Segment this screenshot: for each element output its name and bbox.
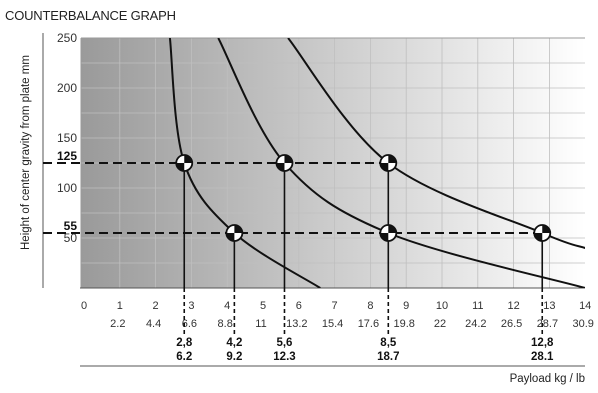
callout-kg-label: 4,2 [226,337,242,349]
cog-marker [379,224,398,242]
x-tick-label-kg: 6 [296,300,302,312]
cog-marker [379,154,398,172]
x-tick-label-lb: 6.6 [182,318,197,330]
callout-kg-label: 12,8 [531,337,554,349]
x-tick-label-lb: 17.6 [358,318,379,330]
x-tick-label-kg: 8 [367,300,373,312]
x-tick-label-lb: 15.4 [322,318,343,330]
cog-marker [533,224,552,242]
series-curve-1 [168,38,321,288]
x-tick-label-kg: 12 [507,300,519,312]
x-tick-label-kg: 4 [224,300,230,312]
x-tick-label-kg: 11 [472,300,483,312]
cog-marker-quadrant [388,225,397,233]
x-tick-label-lb: 19.8 [393,318,414,330]
callout-kg-label: 5,6 [276,337,292,349]
x-tick-label-lb: 2.2 [110,318,125,330]
x-axis-label: Payload kg / lb [509,373,585,385]
x-tick-label-kg: 0 [81,300,87,312]
cog-marker-quadrant [380,233,389,241]
cog-marker-quadrant [380,163,389,171]
cog-marker-quadrant [276,163,285,171]
y-tick-label: 100 [57,181,77,195]
x-tick-label-kg: 10 [436,300,448,312]
callout-kg-label: 8,5 [380,337,397,349]
x-tick-label-kg: 14 [579,300,591,312]
cog-marker [175,154,194,172]
cog-marker-quadrant [284,155,293,163]
y-highlight-label: 55 [64,219,78,233]
y-tick-label: 200 [57,81,77,95]
y-tick-label: 250 [57,31,77,45]
cog-marker-quadrant [234,225,243,233]
x-tick-label-lb: 11 [255,318,266,330]
callout-lb-label: 12.3 [273,351,295,363]
callout-lb-label: 28.1 [531,351,554,363]
x-tick-label-lb: 22 [434,318,446,330]
cog-marker-quadrant [184,155,193,163]
series-curve-2 [217,38,585,288]
x-tick-label-kg: 9 [403,300,409,312]
callout-kg-label: 2,8 [176,337,193,349]
x-tick-label-lb: 24.2 [465,318,486,330]
cog-marker-quadrant [388,155,397,163]
cog-marker-quadrant [534,233,543,241]
x-tick-label-kg: 5 [260,300,266,312]
x-tick-label-kg: 2 [153,300,159,312]
cog-marker-quadrant [542,225,551,233]
x-tick-label-lb: 13.2 [286,318,307,330]
x-tick-label-kg: 7 [332,300,338,312]
y-tick-label: 150 [57,131,77,145]
cog-marker [225,224,244,242]
x-tick-label-lb: 26.5 [501,318,522,330]
x-tick-label-kg: 3 [188,300,194,312]
series-curve-3 [287,38,585,249]
y-highlight-label: 125 [57,149,77,163]
chart-title: COUNTERBALANCE GRAPH [5,8,176,23]
x-tick-label-kg: 1 [117,300,123,312]
x-tick-label-kg: 13 [543,300,555,312]
y-tick-label: 50 [64,231,78,245]
curves-group [168,38,585,288]
x-tick-label-lb: 8.8 [218,318,233,330]
x-tick-label-lb: 28.7 [537,318,558,330]
cog-marker-quadrant [176,163,185,171]
x-tick-label-lb: 4.4 [146,318,161,330]
cog-marker [275,154,294,172]
callout-lb-label: 18.7 [377,351,399,363]
callout-lb-label: 6.2 [176,351,192,363]
callout-lb-label: 9.2 [226,351,242,363]
x-tick-label-lb: 30.9 [572,318,593,330]
cog-marker-quadrant [226,233,235,241]
